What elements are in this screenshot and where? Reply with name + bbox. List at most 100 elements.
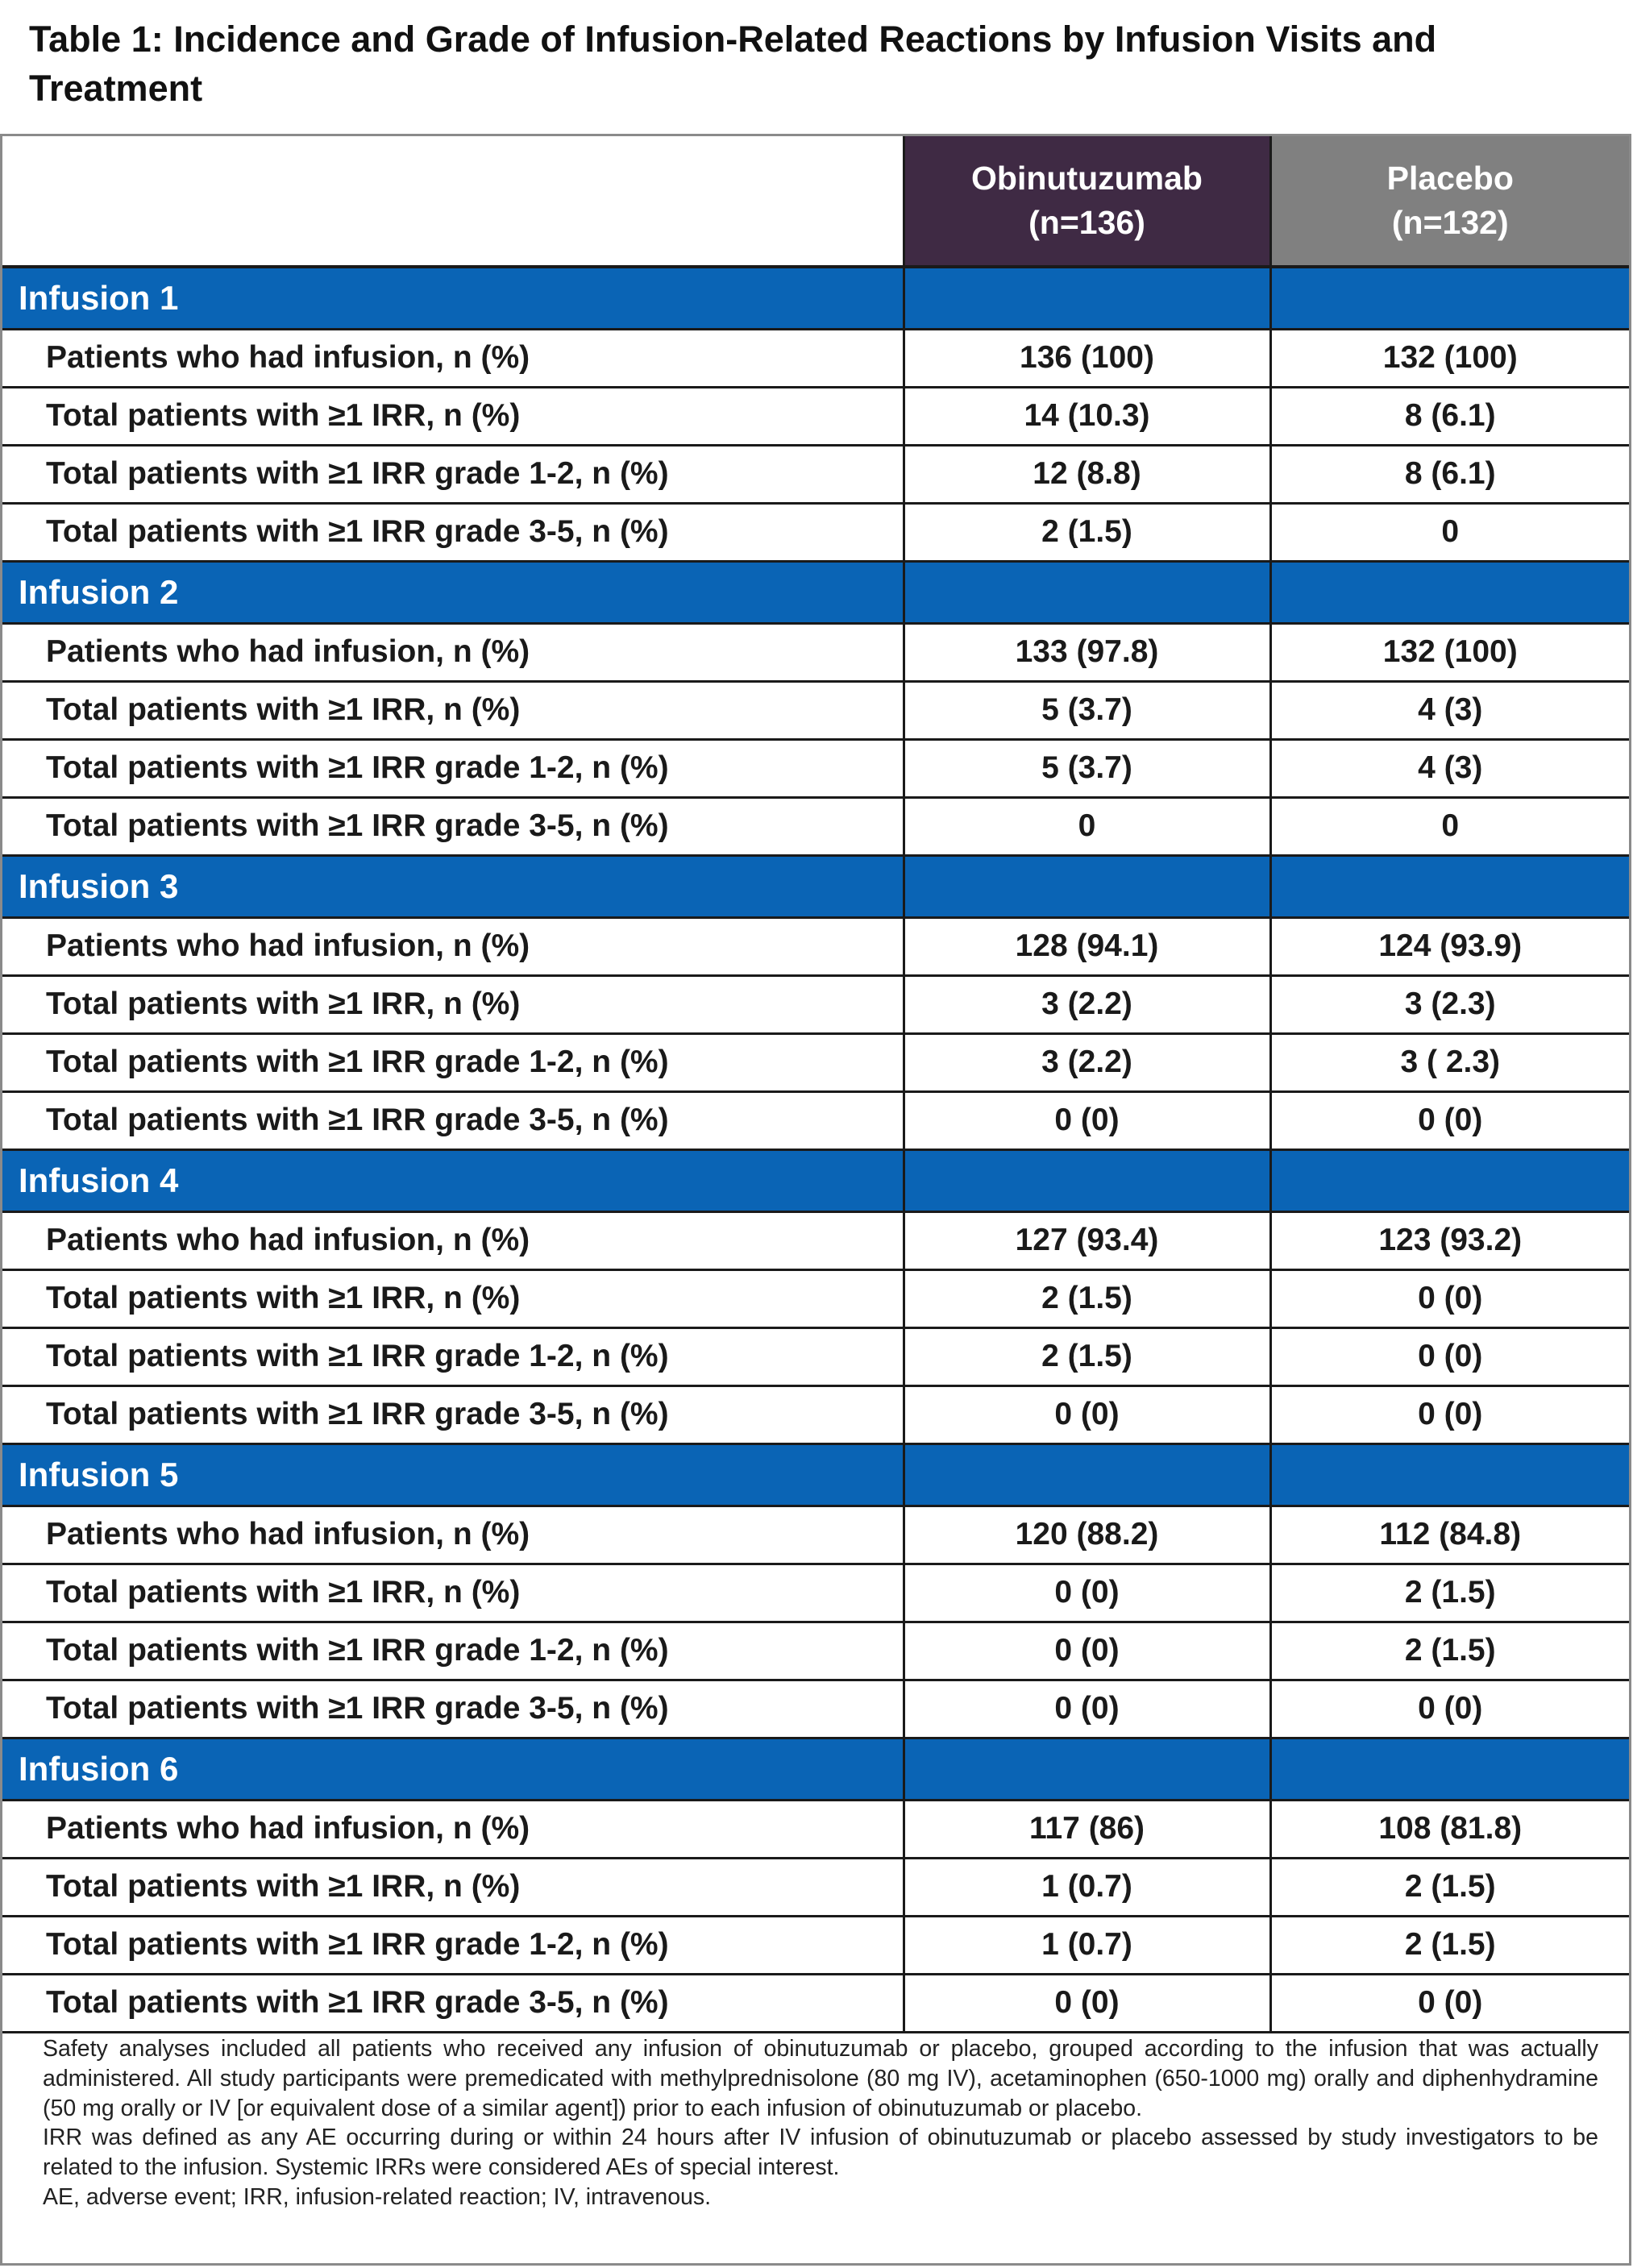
placebo-value: 2 (1.5) <box>1270 1858 1629 1917</box>
row-label: Total patients with ≥1 IRR, n (%) <box>2 975 905 1035</box>
obinutuzumab-value: 127 (93.4) <box>904 1211 1272 1271</box>
table-row: Total patients with ≥1 IRR grade 1-2, n … <box>2 445 1629 505</box>
footnotes: Safety analyses included all patients wh… <box>43 2034 1598 2212</box>
table-row: Total patients with ≥1 IRR, n (%) 14 (10.… <box>2 387 1629 447</box>
row-label: Total patients with ≥1 IRR grade 1-2, n … <box>2 1327 905 1387</box>
placebo-value: 8 (6.1) <box>1270 445 1629 505</box>
placebo-value: 4 (3) <box>1270 739 1629 799</box>
table-row: Total patients with ≥1 IRR, n (%) 1 (0.7)… <box>2 1858 1629 1917</box>
obinutuzumab-value: 12 (8.8) <box>904 445 1272 505</box>
section-blank-cell <box>1270 1149 1629 1213</box>
placebo-value: 124 (93.9) <box>1270 917 1629 977</box>
header-obinutuzumab: Obinutuzumab (n=136) <box>904 136 1272 268</box>
row-label: Total patients with ≥1 IRR grade 1-2, n … <box>2 739 905 799</box>
row-label: Total patients with ≥1 IRR grade 1-2, n … <box>2 1622 905 1681</box>
section-header-row: Infusion 4 <box>2 1149 1629 1213</box>
placebo-value: 108 (81.8) <box>1270 1800 1629 1859</box>
table-title: Table 1: Incidence and Grade of Infusion… <box>29 19 1437 109</box>
table-row: Patients who had infusion, n (%) 127 (93.… <box>2 1211 1629 1271</box>
table-row: Total patients with ≥1 IRR grade 3-5, n … <box>2 1680 1629 1739</box>
section-label: Infusion 1 <box>2 267 905 330</box>
table-row: Patients who had infusion, n (%) 133 (97.… <box>2 623 1629 683</box>
placebo-value: 0 <box>1270 797 1629 857</box>
obinutuzumab-value: 0 (0) <box>904 1091 1272 1151</box>
table-row: Total patients with ≥1 IRR, n (%) 2 (1.5)… <box>2 1269 1629 1329</box>
placebo-value: 0 (0) <box>1270 1385 1629 1445</box>
row-label: Total patients with ≥1 IRR, n (%) <box>2 1564 905 1623</box>
row-label: Patients who had infusion, n (%) <box>2 917 905 977</box>
table-row: Total patients with ≥1 IRR, n (%) 5 (3.7)… <box>2 681 1629 741</box>
section-blank-cell <box>904 267 1272 330</box>
placebo-value: 2 (1.5) <box>1270 1564 1629 1623</box>
row-label: Total patients with ≥1 IRR grade 3-5, n … <box>2 1680 905 1739</box>
placebo-value: 3 ( 2.3) <box>1270 1033 1629 1093</box>
table-row: Total patients with ≥1 IRR grade 3-5, n … <box>2 797 1629 857</box>
obinutuzumab-value: 0 (0) <box>904 1680 1272 1739</box>
placebo-value: 0 (0) <box>1270 1269 1629 1329</box>
table-row: Total patients with ≥1 IRR grade 1-2, n … <box>2 1622 1629 1681</box>
obinutuzumab-value: 1 (0.7) <box>904 1858 1272 1917</box>
obinutuzumab-value: 0 (0) <box>904 1974 1272 2033</box>
irr-table: Obinutuzumab (n=136) Placebo (n=132) Inf… <box>2 136 1629 2033</box>
row-label: Total patients with ≥1 IRR grade 3-5, n … <box>2 503 905 563</box>
placebo-value: 0 (0) <box>1270 1974 1629 2033</box>
table-row: Total patients with ≥1 IRR grade 3-5, n … <box>2 1974 1629 2033</box>
obinutuzumab-value: 133 (97.8) <box>904 623 1272 683</box>
obinutuzumab-value: 1 (0.7) <box>904 1916 1272 1975</box>
obinutuzumab-value: 2 (1.5) <box>904 503 1272 563</box>
obinutuzumab-value: 117 (86) <box>904 1800 1272 1859</box>
section-blank-cell <box>1270 855 1629 919</box>
row-label: Total patients with ≥1 IRR, n (%) <box>2 681 905 741</box>
section-label: Infusion 2 <box>2 561 905 625</box>
section-header-row: Infusion 2 <box>2 561 1629 625</box>
table-row: Patients who had infusion, n (%) 128 (94.… <box>2 917 1629 977</box>
row-label: Total patients with ≥1 IRR grade 3-5, n … <box>2 1091 905 1151</box>
section-label: Infusion 3 <box>2 855 905 919</box>
section-label: Infusion 6 <box>2 1738 905 1801</box>
section-blank-cell <box>1270 1443 1629 1507</box>
header-obinutuzumab-name: Obinutuzumab <box>971 160 1203 197</box>
table-row: Total patients with ≥1 IRR grade 1-2, n … <box>2 1033 1629 1093</box>
section-blank-cell <box>904 1149 1272 1213</box>
row-label: Patients who had infusion, n (%) <box>2 623 905 683</box>
irr-table-frame: Obinutuzumab (n=136) Placebo (n=132) Inf… <box>0 134 1631 2266</box>
row-label: Patients who had infusion, n (%) <box>2 1506 905 1565</box>
row-label: Patients who had infusion, n (%) <box>2 1211 905 1271</box>
obinutuzumab-value: 0 <box>904 797 1272 857</box>
table-row: Total patients with ≥1 IRR grade 1-2, n … <box>2 739 1629 799</box>
placebo-value: 8 (6.1) <box>1270 387 1629 447</box>
row-label: Patients who had infusion, n (%) <box>2 329 905 388</box>
placebo-value: 112 (84.8) <box>1270 1506 1629 1565</box>
row-label: Total patients with ≥1 IRR grade 3-5, n … <box>2 797 905 857</box>
row-label: Total patients with ≥1 IRR grade 3-5, n … <box>2 1974 905 2033</box>
section-label: Infusion 4 <box>2 1149 905 1213</box>
header-placebo-n: (n=132) <box>1391 204 1509 241</box>
placebo-value: 132 (100) <box>1270 329 1629 388</box>
placebo-value: 2 (1.5) <box>1270 1622 1629 1681</box>
placebo-value: 4 (3) <box>1270 681 1629 741</box>
table-body: Infusion 1 Patients who had infusion, n (… <box>2 267 1629 2033</box>
row-label: Total patients with ≥1 IRR grade 1-2, n … <box>2 1916 905 1975</box>
placebo-value: 2 (1.5) <box>1270 1916 1629 1975</box>
header-placebo: Placebo (n=132) <box>1270 136 1629 268</box>
obinutuzumab-value: 2 (1.5) <box>904 1269 1272 1329</box>
obinutuzumab-value: 128 (94.1) <box>904 917 1272 977</box>
footnote-abbreviations: AE, adverse event; IRR, infusion-related… <box>43 2183 712 2210</box>
header-row: Obinutuzumab (n=136) Placebo (n=132) <box>2 136 1629 268</box>
section-blank-cell <box>1270 1738 1629 1801</box>
table-row: Total patients with ≥1 IRR grade 1-2, n … <box>2 1327 1629 1387</box>
placebo-value: 0 (0) <box>1270 1680 1629 1739</box>
row-label: Patients who had infusion, n (%) <box>2 1800 905 1859</box>
table-row: Total patients with ≥1 IRR, n (%) 3 (2.2)… <box>2 975 1629 1035</box>
placebo-value: 132 (100) <box>1270 623 1629 683</box>
section-blank-cell <box>904 855 1272 919</box>
obinutuzumab-value: 14 (10.3) <box>904 387 1272 447</box>
placebo-value: 0 (0) <box>1270 1091 1629 1151</box>
table-row: Total patients with ≥1 IRR grade 3-5, n … <box>2 1385 1629 1445</box>
table-row: Total patients with ≥1 IRR grade 3-5, n … <box>2 503 1629 563</box>
section-blank-cell <box>1270 267 1629 330</box>
header-placebo-name: Placebo <box>1386 160 1514 197</box>
obinutuzumab-value: 120 (88.2) <box>904 1506 1272 1565</box>
obinutuzumab-value: 5 (3.7) <box>904 739 1272 799</box>
placebo-value: 3 (2.3) <box>1270 975 1629 1035</box>
